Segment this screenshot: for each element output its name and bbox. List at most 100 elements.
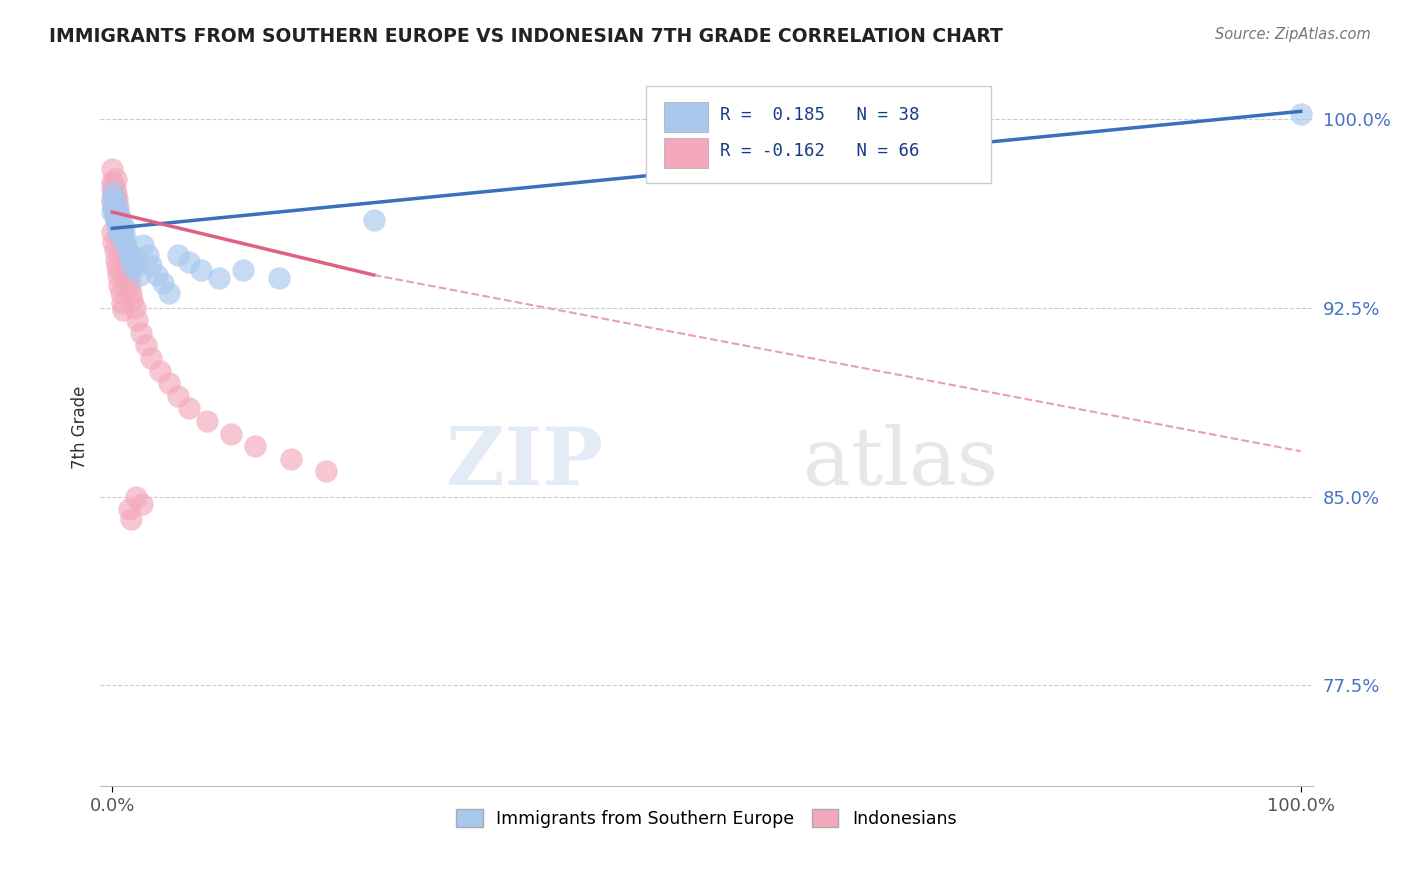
Point — [111, 225, 134, 239]
Point — [104, 252, 127, 267]
Point — [121, 260, 143, 275]
Point — [112, 240, 135, 254]
Point — [105, 218, 128, 232]
Y-axis label: 7th Grade: 7th Grade — [72, 385, 89, 469]
Text: IMMIGRANTS FROM SOUTHERN EUROPE VS INDONESIAN 7TH GRADE CORRELATION CHART: IMMIGRANTS FROM SOUTHERN EUROPE VS INDON… — [49, 27, 1002, 45]
Point — [115, 278, 138, 293]
Point — [103, 200, 125, 214]
Point — [110, 233, 132, 247]
Point — [136, 248, 159, 262]
Point — [108, 210, 131, 224]
Point — [243, 439, 266, 453]
Point — [146, 268, 169, 282]
Point — [125, 490, 148, 504]
Point — [128, 268, 150, 282]
Point — [105, 202, 128, 217]
Point — [104, 182, 127, 196]
Point — [118, 270, 141, 285]
Point — [111, 303, 134, 318]
Text: ZIP: ZIP — [447, 425, 603, 502]
Point — [103, 235, 125, 250]
Point — [103, 178, 125, 192]
Point — [108, 222, 131, 236]
Point — [107, 268, 129, 282]
Point — [157, 376, 180, 391]
Point — [105, 205, 128, 219]
FancyBboxPatch shape — [664, 138, 707, 169]
Point — [129, 326, 152, 340]
Text: R =  0.185   N = 38: R = 0.185 N = 38 — [720, 106, 920, 124]
Point — [179, 401, 201, 416]
Point — [103, 187, 125, 202]
Point — [104, 194, 127, 209]
Point — [107, 200, 129, 214]
Point — [111, 240, 134, 254]
Point — [280, 451, 302, 466]
Point — [101, 205, 124, 219]
Point — [120, 252, 142, 267]
Text: Source: ZipAtlas.com: Source: ZipAtlas.com — [1215, 27, 1371, 42]
Point — [105, 193, 128, 207]
Point — [124, 301, 146, 315]
Point — [114, 255, 136, 269]
Point — [208, 270, 231, 285]
Point — [112, 220, 135, 235]
FancyBboxPatch shape — [664, 103, 707, 132]
Point — [104, 193, 127, 207]
Point — [166, 248, 188, 262]
Point — [111, 233, 134, 247]
Point — [118, 502, 141, 516]
Point — [152, 276, 174, 290]
Point — [108, 278, 131, 293]
Point — [141, 258, 163, 272]
Point — [117, 245, 139, 260]
Point — [101, 194, 124, 209]
Point — [127, 258, 149, 272]
Point — [195, 414, 218, 428]
Point — [104, 205, 127, 219]
Point — [120, 278, 142, 293]
Point — [104, 200, 127, 214]
Point — [110, 218, 132, 232]
Point — [114, 230, 136, 244]
Point — [107, 218, 129, 232]
Point — [166, 389, 188, 403]
Point — [104, 208, 127, 222]
Point — [107, 225, 129, 239]
Point — [104, 212, 127, 227]
Point — [315, 464, 337, 478]
Point — [363, 212, 385, 227]
Point — [127, 313, 149, 327]
Point — [101, 193, 124, 207]
Point — [112, 268, 135, 282]
Point — [117, 263, 139, 277]
Point — [111, 295, 134, 310]
Point — [190, 263, 212, 277]
Point — [120, 512, 142, 526]
Text: R = -0.162   N = 66: R = -0.162 N = 66 — [720, 142, 920, 160]
Point — [103, 200, 125, 214]
Point — [149, 364, 172, 378]
Point — [107, 227, 129, 242]
Point — [103, 185, 125, 199]
Point — [157, 285, 180, 300]
Point — [101, 182, 124, 196]
Point — [104, 243, 127, 257]
Point — [104, 187, 127, 202]
Point — [132, 237, 155, 252]
Point — [104, 172, 127, 186]
Point — [111, 225, 134, 239]
Text: atlas: atlas — [803, 425, 998, 502]
Point — [120, 285, 142, 300]
Point — [101, 225, 124, 239]
Point — [101, 175, 124, 189]
Point — [108, 225, 131, 239]
Point — [124, 251, 146, 265]
Point — [115, 237, 138, 252]
Point — [110, 285, 132, 300]
Point — [101, 162, 124, 177]
Point — [141, 351, 163, 365]
Point — [179, 255, 201, 269]
Point — [232, 263, 254, 277]
Point — [110, 215, 132, 229]
